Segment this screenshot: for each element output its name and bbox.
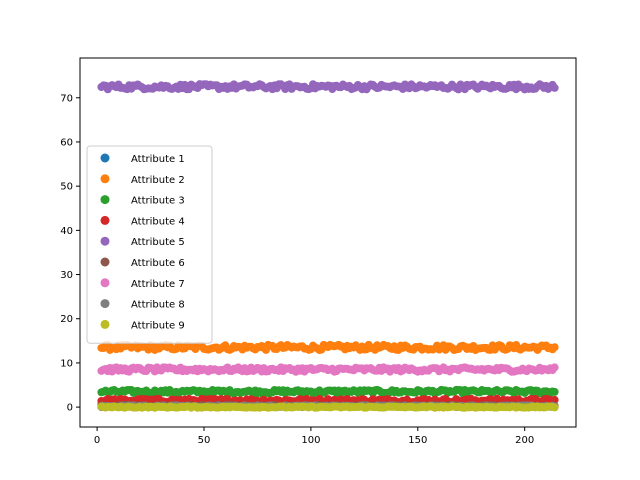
x-tick-label: 200 bbox=[515, 435, 534, 446]
y-tick-label: 60 bbox=[60, 137, 73, 148]
data-point bbox=[550, 83, 559, 92]
y-tick-label: 40 bbox=[60, 226, 73, 237]
y-tick-label: 30 bbox=[60, 270, 73, 281]
legend-marker bbox=[100, 174, 110, 184]
legend-item: Attribute 4 bbox=[100, 215, 185, 227]
legend-label: Attribute 2 bbox=[131, 175, 185, 186]
legend-item: Attribute 3 bbox=[100, 195, 185, 207]
legend-item: Attribute 8 bbox=[100, 299, 185, 311]
series-2 bbox=[97, 340, 559, 355]
legend-item: Attribute 9 bbox=[100, 319, 185, 331]
x-axis: 0 50 100 150 200 bbox=[94, 427, 534, 446]
legend-marker bbox=[100, 299, 110, 309]
series-3 bbox=[97, 385, 559, 398]
data-point bbox=[550, 387, 559, 396]
data-point bbox=[550, 363, 559, 372]
legend: Attribute 1 Attribute 2 Attribute 3 Attribu… bbox=[86, 145, 213, 344]
legend-item: Attribute 1 bbox=[100, 153, 185, 165]
legend-label: Attribute 7 bbox=[131, 279, 185, 290]
legend-label: Attribute 9 bbox=[131, 320, 185, 331]
x-tick-label: 50 bbox=[198, 435, 211, 446]
legend-item: Attribute 7 bbox=[100, 278, 185, 290]
plot-frame bbox=[79, 57, 577, 428]
data-points bbox=[97, 80, 559, 412]
legend-label: Attribute 8 bbox=[131, 300, 185, 311]
x-tick-label: 0 bbox=[94, 435, 100, 446]
legend-item: Attribute 2 bbox=[100, 174, 185, 186]
legend-label: Attribute 5 bbox=[131, 237, 185, 248]
legend-marker bbox=[100, 278, 110, 288]
legend-marker bbox=[100, 236, 110, 246]
y-axis: 0 10 20 30 40 50 60 70 bbox=[60, 93, 80, 414]
y-tick-label: 0 bbox=[67, 403, 73, 414]
legend-label: Attribute 3 bbox=[131, 196, 185, 207]
data-point bbox=[550, 403, 559, 412]
data-point bbox=[550, 343, 559, 352]
x-tick-label: 100 bbox=[301, 435, 320, 446]
y-tick-label: 10 bbox=[60, 358, 73, 369]
legend-frame bbox=[86, 145, 213, 344]
series-5 bbox=[97, 80, 559, 94]
legend-marker bbox=[100, 153, 110, 163]
legend-label: Attribute 6 bbox=[131, 258, 185, 269]
legend-item: Attribute 6 bbox=[100, 257, 185, 269]
legend-item: Attribute 5 bbox=[100, 236, 185, 248]
y-tick-label: 20 bbox=[60, 314, 73, 325]
legend-label: Attribute 4 bbox=[131, 216, 185, 227]
legend-label: Attribute 1 bbox=[131, 154, 185, 165]
series-7 bbox=[97, 363, 559, 376]
legend-marker bbox=[100, 215, 110, 225]
x-tick-label: 150 bbox=[408, 435, 427, 446]
series-9 bbox=[97, 402, 559, 412]
legend-marker bbox=[100, 257, 110, 267]
legend-marker bbox=[100, 319, 110, 329]
legend-marker bbox=[100, 195, 110, 205]
y-tick-label: 70 bbox=[60, 93, 73, 104]
y-tick-label: 50 bbox=[60, 182, 73, 193]
